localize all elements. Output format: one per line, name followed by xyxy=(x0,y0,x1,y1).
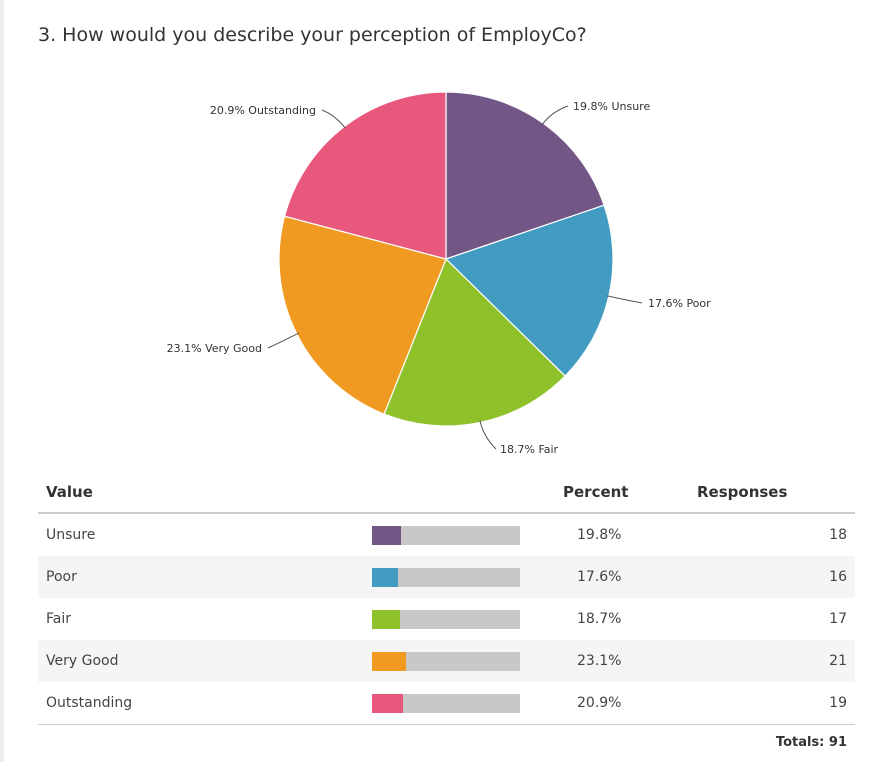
pie-leader-line xyxy=(541,105,569,126)
row-bar xyxy=(372,556,547,598)
row-value: Unsure xyxy=(46,527,96,543)
value-header: Value xyxy=(38,472,372,514)
row-value: Poor xyxy=(38,556,372,598)
pie-leader-line xyxy=(479,420,497,450)
row-value: Fair xyxy=(46,611,71,627)
pie-slice-label: 17.6% Poor xyxy=(648,297,711,310)
pie-leader-line xyxy=(267,332,299,349)
table-row: Outstanding 20.9% 19 xyxy=(38,682,855,725)
table-header-row: Value Percent Responses xyxy=(38,472,855,514)
bar-fill xyxy=(372,651,407,671)
bar-fill xyxy=(372,525,402,545)
bar-track xyxy=(372,693,520,713)
row-percent: 20.9% xyxy=(547,682,697,725)
pie-slice-label: 19.8% Unsure xyxy=(573,100,650,113)
row-value: Outstanding xyxy=(38,682,372,725)
pie-slice-label: 23.1% Very Good xyxy=(167,342,262,355)
percent-header: Percent xyxy=(547,472,697,514)
table-row: Unsure 19.8% 18 xyxy=(38,513,855,556)
bar-track xyxy=(372,525,520,545)
table-row: Fair 18.7% 17 xyxy=(38,598,855,640)
bar-track xyxy=(372,651,520,671)
left-border xyxy=(0,0,4,762)
question-title: 3. How would you describe your perceptio… xyxy=(38,24,587,46)
row-responses: 17 xyxy=(829,611,847,627)
row-bar xyxy=(372,682,547,725)
row-value: Very Good xyxy=(38,640,372,682)
row-responses: 21 xyxy=(697,640,855,682)
bar-track xyxy=(372,609,520,629)
table-row: Very Good 23.1% 21 xyxy=(38,640,855,682)
pie-leader-line xyxy=(606,295,643,304)
row-percent: 18.7% xyxy=(577,611,622,627)
row-percent: 19.8% xyxy=(577,527,622,543)
bar-track xyxy=(372,567,520,587)
row-responses: 19 xyxy=(697,682,855,725)
pie-chart: 19.8% Unsure 17.6% Poor 18.7% Fair 23.1% Ve… xyxy=(167,91,711,456)
pie-leader-line xyxy=(321,109,346,129)
row-percent: 23.1% xyxy=(547,640,697,682)
row-bar xyxy=(372,640,547,682)
totals: Totals: 91 xyxy=(775,735,847,750)
row-bar xyxy=(372,598,547,640)
pie-slice-label: 18.7% Fair xyxy=(500,443,559,456)
bar-fill xyxy=(372,609,400,629)
row-percent: 17.6% xyxy=(547,556,697,598)
bar-fill xyxy=(372,567,399,587)
bar-header xyxy=(372,472,547,514)
bar-fill xyxy=(372,693,403,713)
row-responses: 18 xyxy=(829,527,847,543)
responses-header: Responses xyxy=(697,472,855,514)
row-bar xyxy=(372,513,547,556)
pie-slice-label: 20.9% Outstanding xyxy=(210,104,316,117)
row-responses: 16 xyxy=(697,556,855,598)
results-table: Value Percent Responses Unsure 19.8% 18 … xyxy=(38,472,855,725)
table-row: Poor 17.6% 16 xyxy=(38,556,855,598)
